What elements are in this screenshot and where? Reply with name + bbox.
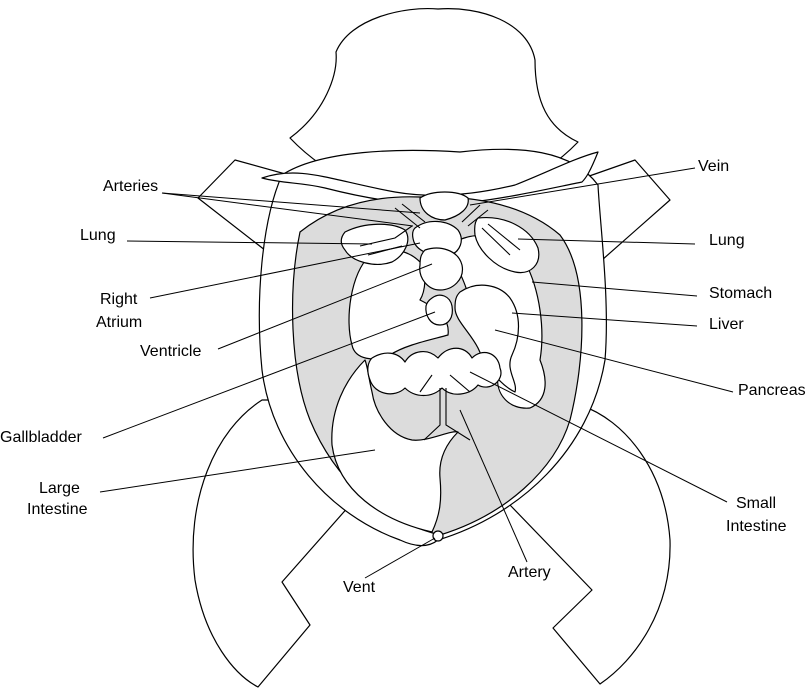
right-lung (474, 216, 540, 274)
leader-lung-right (517, 238, 696, 245)
label-vein: Vein (698, 158, 729, 175)
label-right-atrium-line2: Atrium (96, 314, 142, 331)
label-artery: Artery (508, 564, 551, 581)
leader-artery (459, 409, 528, 563)
labels: Arteries Vein Lung Lung Right Atrium Sto… (0, 158, 806, 596)
vessels (359, 203, 521, 441)
abdominal-artery (419, 374, 471, 441)
leader-small-intestine (469, 371, 728, 503)
truncus (419, 191, 469, 221)
label-right-atrium-line1: Right (100, 291, 138, 308)
leader-arteries-a (161, 192, 421, 214)
label-liver: Liver (709, 316, 744, 333)
label-vent: Vent (343, 579, 376, 596)
left-arteries (359, 203, 426, 256)
label-large-intestine-line2: Intestine (27, 501, 88, 518)
leader-right-atrium (149, 242, 421, 299)
leader-gallbladder (102, 311, 436, 439)
label-stomach: Stomach (709, 285, 772, 302)
label-arteries: Arteries (103, 178, 158, 195)
leader-lung-left (126, 240, 373, 245)
leader-pancreas (494, 329, 734, 393)
label-small-intestine-line2: Intestine (726, 518, 787, 535)
organs (331, 191, 546, 542)
right-hind-leg (509, 404, 671, 685)
label-large-intestine-line1: Large (39, 480, 80, 497)
label-gallbladder: Gallbladder (0, 429, 83, 446)
small-intestine (367, 347, 502, 397)
label-small-intestine-line1: Small (736, 495, 776, 512)
left-lung (340, 223, 409, 265)
vent-opening (432, 530, 444, 542)
ventricle (419, 247, 464, 291)
gallbladder (425, 294, 453, 326)
large-intestine (331, 359, 459, 533)
leader-liver (511, 312, 698, 327)
leader-arteries-b (161, 192, 414, 227)
label-lung-left: Lung (80, 227, 116, 244)
leader-large-intestine (99, 449, 376, 493)
leader-vent (364, 537, 436, 579)
right-arteries (461, 204, 521, 256)
leader-vein (469, 167, 696, 206)
leader-lines (99, 167, 734, 579)
shoulder-flap (261, 151, 599, 205)
label-ventricle: Ventricle (140, 343, 201, 360)
pancreas (454, 284, 520, 393)
label-pancreas: Pancreas (738, 382, 806, 399)
leader-stomach (531, 281, 698, 297)
label-lung-right: Lung (709, 232, 745, 249)
leader-ventricle (217, 263, 433, 350)
